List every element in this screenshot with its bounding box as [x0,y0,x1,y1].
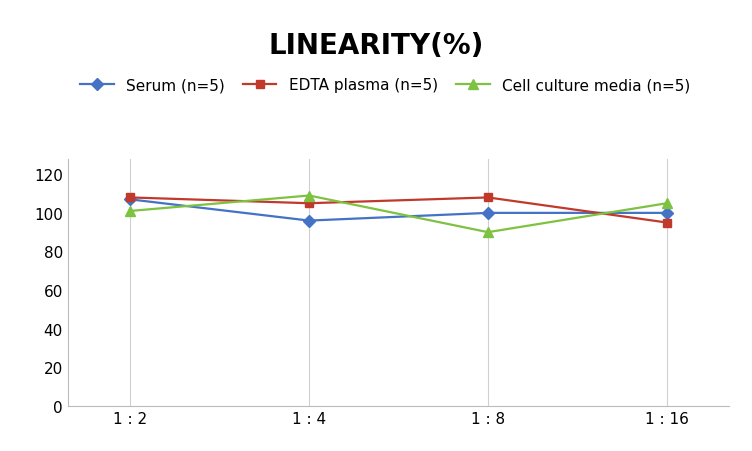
Serum (n=5) [305,218,314,224]
EDTA plasma (n=5) [663,221,672,226]
EDTA plasma (n=5) [126,195,135,201]
Legend: Serum (n=5), EDTA plasma (n=5), Cell culture media (n=5): Serum (n=5), EDTA plasma (n=5), Cell cul… [75,74,695,97]
EDTA plasma (n=5) [484,195,493,201]
Serum (n=5) [663,211,672,216]
Cell culture media (n=5) [663,201,672,207]
Cell culture media (n=5) [484,230,493,235]
Cell culture media (n=5) [126,209,135,214]
Serum (n=5) [126,197,135,202]
Serum (n=5) [484,211,493,216]
Cell culture media (n=5) [305,193,314,199]
EDTA plasma (n=5) [305,201,314,207]
Line: Serum (n=5): Serum (n=5) [126,196,671,225]
Line: EDTA plasma (n=5): EDTA plasma (n=5) [126,194,671,227]
Text: LINEARITY(%): LINEARITY(%) [268,32,484,60]
Line: Cell culture media (n=5): Cell culture media (n=5) [126,191,672,238]
